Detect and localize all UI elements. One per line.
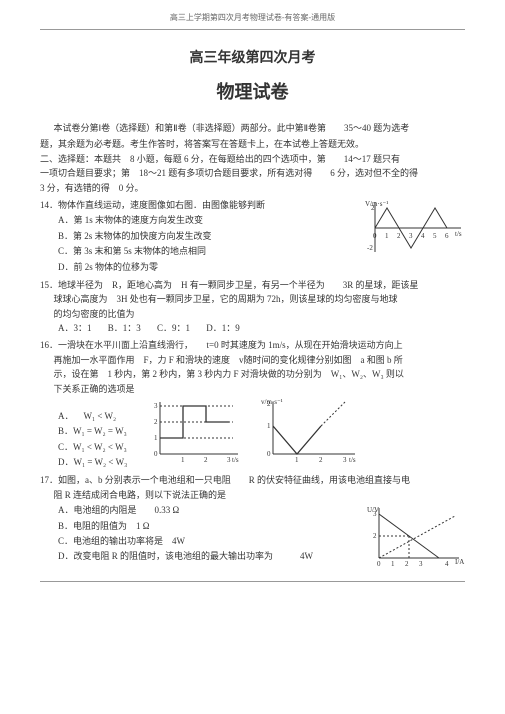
q14-opt-a: A．第 1s 末物体的速度方向发生改变	[58, 213, 347, 227]
svg-text:4: 4	[445, 560, 449, 568]
q15-opt-b: B．1：3	[108, 323, 141, 333]
svg-text:2: 2	[204, 456, 208, 464]
q14-opt-b: B．第 2s 末物体的加快度方向发生改变	[58, 229, 347, 243]
svg-text:0: 0	[154, 450, 158, 458]
svg-text:2: 2	[371, 204, 375, 212]
svg-text:2: 2	[405, 560, 409, 568]
svg-text:t/s: t/s	[455, 230, 462, 238]
svg-text:3: 3	[343, 456, 347, 464]
svg-text:1: 1	[385, 232, 389, 240]
svg-text:0: 0	[373, 232, 377, 240]
intro-line: 本试卷分第Ⅰ卷（选择题）和第Ⅱ卷（非选择题）两部分。此中第Ⅱ卷第 35～40 题…	[40, 121, 465, 135]
svg-text:t/s: t/s	[232, 456, 239, 464]
q16-opt-c: C．W₁ < W₂ < W₃	[58, 440, 130, 454]
exam-title: 高三年级第四次月考	[40, 48, 465, 70]
svg-text:0: 0	[377, 560, 381, 568]
svg-text:4: 4	[421, 232, 425, 240]
intro-line: 题，其余题为必考题。考生作答时，将答案写在答题卡上，在本试卷上答题无效。	[40, 137, 465, 151]
q16-stem: 再施加一水平面作用 F，力 F 和滑块的速度 v随时间的变化规律分别如图 a 和…	[40, 353, 465, 367]
q16-stem: 下关系正确的选项是	[40, 382, 465, 396]
svg-text:2: 2	[397, 232, 401, 240]
svg-text:1: 1	[154, 434, 158, 442]
svg-text:5: 5	[433, 232, 437, 240]
q17-opt-c: C．电池组的输出功率将是 4W	[58, 534, 347, 548]
svg-text:0: 0	[267, 450, 271, 458]
q16-chart-b: v/m·s⁻¹ 0 1 2 1 2 3 t/s	[261, 396, 361, 470]
q15-opt-d: D．1：9	[206, 323, 240, 333]
q16-stem: 示，设在第 1 秒内，第 2 秒内，第 3 秒内力 F 对滑块做的功分别为 W₁…	[40, 367, 465, 381]
svg-text:2: 2	[267, 400, 271, 408]
q17-stem: 17．如图，a、b 分别表示一个电池组和一只电阻 R 的伏安特征曲线，用该电池组…	[40, 473, 465, 487]
q15-stem: 球球心高度为 3H 处也有一颗同步卫星，它的周期为 72h，则该星球的均匀密度与…	[40, 292, 465, 306]
q17-opt-a: A．电池组的内阻是 0.33 Ω	[58, 503, 347, 517]
svg-text:1: 1	[181, 456, 185, 464]
q17-stem: 阻 R 连结成闭合电路，则以下说法正确的是	[40, 488, 465, 502]
q17-opt-d: D．改变电阻 R 的阻值时，该电池组的最大输出功率为 4W	[58, 549, 347, 563]
q16-stem: 16．一滑块在水平川面上沿直线滑行， t=0 时其速度为 1m/s，从现在开始滑…	[40, 338, 465, 352]
q14-stem: 14．物体作直线运动，速度图像如右图．由图像能够判断	[40, 198, 347, 212]
intro-line: 一项切合题目要求；第 18～21 题有多项切合题目要求，所有选对得 6 分，选对…	[40, 166, 465, 180]
q15-stem: 的均匀密度的比值为	[40, 307, 465, 321]
svg-text:1: 1	[391, 560, 395, 568]
question-16: 16．一滑块在水平川面上沿直线滑行， t=0 时其速度为 1m/s，从现在开始滑…	[40, 338, 465, 470]
footer-rule	[40, 581, 465, 582]
q15-stem: 15．地球半径为 R，距地心高为 H 有一颗同步卫星，有另一个半径为 3R 的星…	[40, 278, 465, 292]
svg-text:v/m·s⁻¹: v/m·s⁻¹	[261, 398, 283, 406]
question-15: 15．地球半径为 R，距地心高为 H 有一颗同步卫星，有另一个半径为 3R 的星…	[40, 278, 465, 336]
svg-text:3: 3	[154, 402, 158, 410]
page-header: 高三上学期第四次月考物理试卷-有答案-通用版	[40, 12, 465, 25]
svg-text:1: 1	[267, 422, 271, 430]
q16-opt-d: D．W₁ = W₂ < W₃	[58, 455, 130, 469]
svg-text:2: 2	[373, 532, 377, 540]
q14-opt-c: C．第 3s 末和第 5s 末物体的地点相同	[58, 244, 347, 258]
svg-text:3: 3	[419, 560, 423, 568]
q14-chart: V/m·s⁻¹ 2 t/s 0 123 456 -2	[365, 198, 465, 275]
question-17: 17．如图，a、b 分别表示一个电池组和一只电阻 R 的伏安特征曲线，用该电池组…	[40, 473, 465, 574]
svg-text:6: 6	[445, 232, 449, 240]
question-14: 14．物体作直线运动，速度图像如右图．由图像能够判断 A．第 1s 末物体的速度…	[40, 198, 465, 275]
svg-text:V/m·s⁻¹: V/m·s⁻¹	[365, 200, 388, 208]
q15-opt-a: A．3：1	[58, 323, 92, 333]
svg-text:t/s: t/s	[349, 456, 356, 464]
q16-opt-b: B．W₁ = W₂ = W₃	[58, 424, 130, 438]
intro-line: 3 分，有选错的得 0 分。	[40, 181, 465, 195]
q17-chart: U/V 32 0123 4 I/A	[365, 502, 465, 574]
svg-text:3: 3	[227, 456, 231, 464]
exam-subtitle: 物理试卷	[40, 78, 465, 107]
svg-text:1: 1	[295, 456, 299, 464]
svg-text:3: 3	[409, 232, 413, 240]
q17-opt-b: B．电阻的阻值为 1 Ω	[58, 519, 347, 533]
q15-opt-c: C．9：1	[157, 323, 190, 333]
q16-opt-a: A．W₁ < W₂	[58, 409, 130, 423]
svg-text:I/A: I/A	[455, 558, 464, 566]
svg-text:3: 3	[373, 510, 377, 518]
header-rule	[40, 29, 465, 30]
intro-line: 二、选择题：本题共 8 小题，每题 6 分，在每题给出的四个选项中，第 14～1…	[40, 152, 465, 166]
svg-text:2: 2	[154, 418, 158, 426]
svg-text:-2: -2	[367, 244, 373, 252]
q14-opt-d: D．前 2s 物体的位移为零	[58, 260, 347, 274]
q16-chart-a: 0 1 2 3 1 2 3 t/s	[148, 396, 243, 470]
svg-text:2: 2	[319, 456, 323, 464]
